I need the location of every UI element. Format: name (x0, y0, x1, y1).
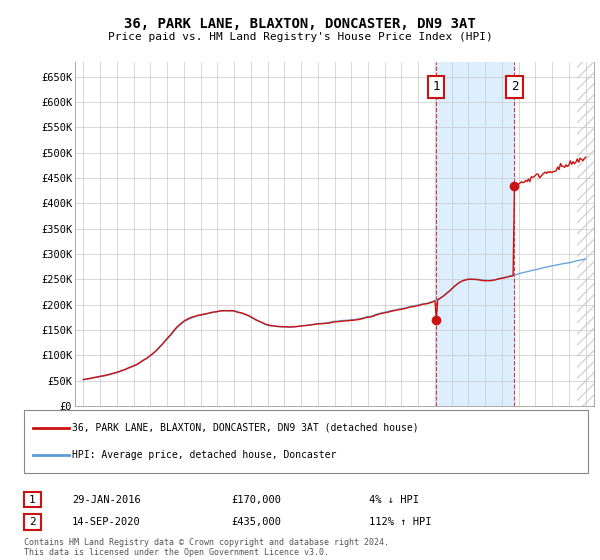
Text: HPI: Average price, detached house, Doncaster: HPI: Average price, detached house, Donc… (72, 450, 337, 460)
Text: 1: 1 (433, 81, 440, 94)
Text: Price paid vs. HM Land Registry's House Price Index (HPI): Price paid vs. HM Land Registry's House … (107, 32, 493, 42)
Text: 29-JAN-2016: 29-JAN-2016 (72, 494, 141, 505)
Bar (436, 62, 514, 406)
Text: 2: 2 (511, 81, 518, 94)
Text: £170,000: £170,000 (231, 494, 281, 505)
Text: £435,000: £435,000 (231, 517, 281, 527)
Text: Contains HM Land Registry data © Crown copyright and database right 2024.
This d: Contains HM Land Registry data © Crown c… (24, 538, 389, 557)
Text: 2: 2 (29, 517, 36, 527)
Text: 1: 1 (29, 494, 36, 505)
Text: 36, PARK LANE, BLAXTON, DONCASTER, DN9 3AT (detached house): 36, PARK LANE, BLAXTON, DONCASTER, DN9 3… (72, 423, 419, 433)
Text: 36, PARK LANE, BLAXTON, DONCASTER, DN9 3AT: 36, PARK LANE, BLAXTON, DONCASTER, DN9 3… (124, 17, 476, 31)
Bar (577, 62, 594, 406)
Text: 112% ↑ HPI: 112% ↑ HPI (369, 517, 431, 527)
Text: 14-SEP-2020: 14-SEP-2020 (72, 517, 141, 527)
Text: 4% ↓ HPI: 4% ↓ HPI (369, 494, 419, 505)
